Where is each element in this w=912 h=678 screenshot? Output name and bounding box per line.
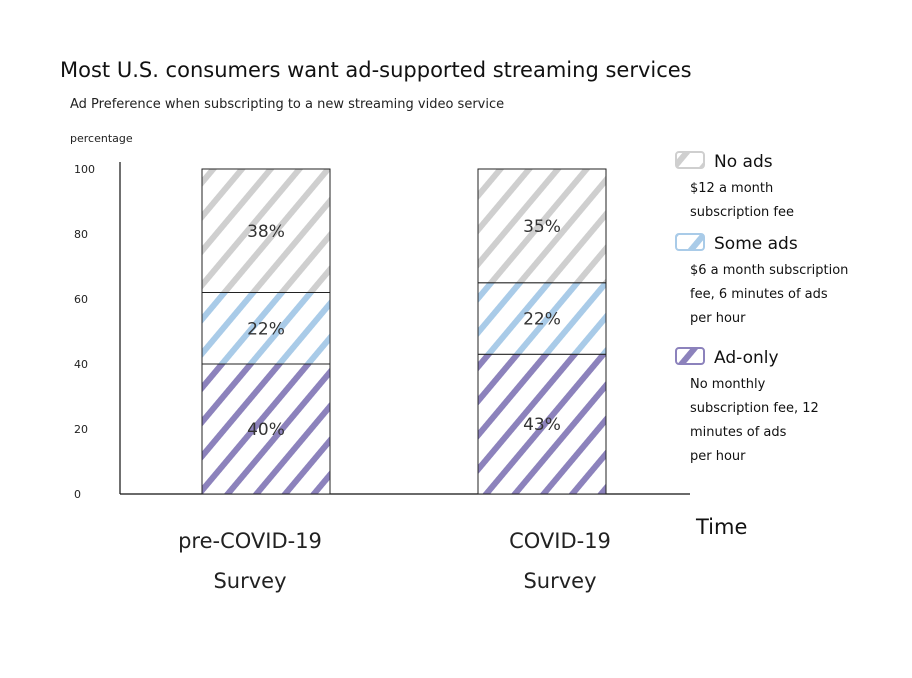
bar-value-label: 35%: [523, 217, 561, 237]
legend: No ads $12 a month subscription fee Some ad…: [675, 151, 848, 464]
legend-entry-name: Ad-only: [714, 348, 779, 368]
legend-entry-description: No monthly: [690, 377, 766, 392]
legend-swatch: [675, 151, 705, 169]
bar-value-label: 38%: [247, 222, 285, 242]
y-axis-ticks: 0 20 40 60 80 100: [74, 163, 95, 501]
legend-entry-description: minutes of ads: [690, 425, 787, 440]
legend-entry-description: per hour: [690, 449, 746, 464]
bars: 40% 22% 38% 43% 22% 35%: [201, 168, 607, 495]
category-labels: pre-COVID-19 Survey COVID-19 Survey: [178, 529, 611, 593]
bar-segment: [477, 168, 607, 284]
bar-segment: [201, 168, 331, 293]
legend-swatch: [675, 347, 705, 365]
y-tick-label: 80: [74, 228, 88, 241]
y-tick-label: 0: [74, 488, 81, 501]
y-tick-label: 100: [74, 163, 95, 176]
legend-entry-description: per hour: [690, 311, 746, 326]
y-tick-label: 60: [74, 293, 88, 306]
legend-entry-description: fee, 6 minutes of ads: [690, 287, 828, 302]
bar-value-label: 22%: [247, 319, 285, 339]
chart-subtitle: Ad Preference when subscripting to a new…: [70, 97, 504, 112]
bar-segment: [201, 363, 331, 495]
category-label: pre-COVID-19: [178, 529, 322, 553]
bar-segment: [477, 282, 607, 355]
y-axis-label: percentage: [70, 132, 133, 145]
legend-entry-description: $6 a month subscription: [690, 263, 848, 278]
legend-entry-description: subscription fee: [690, 205, 794, 220]
category-label: COVID-19: [509, 529, 611, 553]
legend-entry-name: Some ads: [714, 234, 798, 254]
bar-segment: [477, 353, 607, 495]
x-axis-label: Time: [695, 515, 747, 539]
bar-value-label: 40%: [247, 420, 285, 440]
y-tick-label: 20: [74, 423, 88, 436]
bar-value-label: 43%: [523, 415, 561, 435]
legend-swatch: [675, 233, 705, 251]
category-label: Survey: [523, 569, 596, 593]
legend-entry-name: No ads: [714, 152, 773, 172]
chart-title: Most U.S. consumers want ad-supported st…: [60, 58, 692, 82]
y-tick-label: 40: [74, 358, 88, 371]
bar-value-label: 22%: [523, 310, 561, 330]
category-label: Survey: [213, 569, 286, 593]
legend-entry-description: $12 a month: [690, 181, 773, 196]
legend-entry-description: subscription fee, 12: [690, 401, 819, 416]
